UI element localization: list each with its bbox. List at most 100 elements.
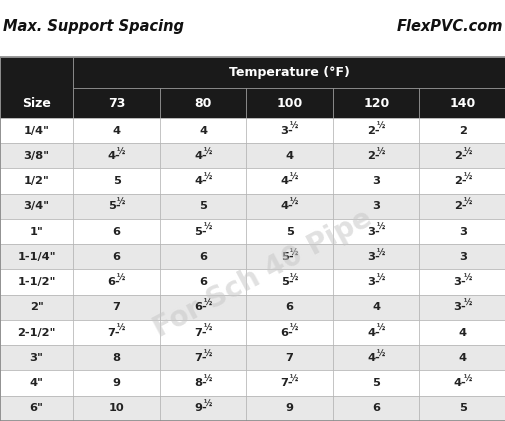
Bar [332,295,419,320]
Bar [73,118,160,143]
Bar [160,244,246,269]
Bar [160,88,246,118]
Text: 3-: 3- [367,226,379,237]
Text: 9: 9 [285,403,293,413]
Text: 7-: 7- [280,378,293,388]
Text: 4: 4 [458,328,466,338]
Bar [419,345,505,370]
Text: ½: ½ [462,375,471,384]
Text: 3-: 3- [453,302,466,312]
Bar [246,269,332,295]
Text: 10: 10 [109,403,124,413]
Text: 3-: 3- [367,252,379,262]
Text: 6-: 6- [108,277,120,287]
Text: Temperature (°F): Temperature (°F) [229,66,349,79]
Text: 1-1/2": 1-1/2" [17,277,56,287]
Text: 8-: 8- [194,378,207,388]
Text: 2-: 2- [453,176,466,186]
Text: ½: ½ [462,173,471,182]
Bar [332,320,419,345]
Bar [332,168,419,194]
Text: 3-: 3- [453,277,466,287]
Bar [160,345,246,370]
Bar [419,219,505,244]
Bar [419,168,505,194]
Text: 80: 80 [194,97,212,109]
Text: ½: ½ [376,122,384,131]
Text: ½: ½ [289,122,298,131]
Text: 6-: 6- [280,328,293,338]
Bar [160,194,246,219]
Text: 4: 4 [199,125,207,136]
Text: ½: ½ [117,147,125,157]
Bar [0,370,73,396]
Text: 6: 6 [113,226,120,237]
Text: 1-1/4": 1-1/4" [17,252,56,262]
Text: ½: ½ [117,324,125,333]
Text: Size: Size [22,97,51,109]
Text: ½: ½ [203,349,212,359]
Text: ½: ½ [462,299,471,308]
Text: 6: 6 [113,252,120,262]
Text: ½: ½ [289,198,298,207]
Bar [332,370,419,396]
Text: For Sch 40 Pipe: For Sch 40 Pipe [149,204,376,343]
Text: 5: 5 [458,403,466,413]
Bar [73,269,160,295]
Bar [332,143,419,168]
Bar [160,370,246,396]
Bar [0,57,73,118]
Text: 4-: 4- [453,378,466,388]
Bar [0,244,73,269]
Text: 4-: 4- [108,151,120,161]
Text: ½: ½ [289,173,298,182]
Bar [0,143,73,168]
Bar [332,88,419,118]
Text: ½: ½ [117,274,125,283]
Text: 6-: 6- [194,302,207,312]
Bar [160,269,246,295]
Bar [73,168,160,194]
Bar [332,244,419,269]
Text: ½: ½ [376,248,384,258]
Text: 6: 6 [285,302,293,312]
Text: 4: 4 [372,302,379,312]
Bar [419,370,505,396]
Text: 73: 73 [108,97,125,109]
Bar [0,57,505,421]
Bar [246,88,332,118]
Text: 3/8": 3/8" [24,151,49,161]
Text: ½: ½ [203,299,212,308]
Text: 3": 3" [30,353,43,363]
Text: 9: 9 [113,378,120,388]
Text: ½: ½ [376,349,384,359]
Text: 4-: 4- [367,353,379,363]
Bar [419,143,505,168]
Text: 4-: 4- [194,151,207,161]
Bar [73,143,160,168]
Text: 5: 5 [199,201,207,211]
Bar [246,219,332,244]
Text: 3/4": 3/4" [24,201,49,211]
Text: ½: ½ [462,147,471,157]
Bar [246,168,332,194]
Bar [0,269,73,295]
Bar [73,370,160,396]
Text: 6: 6 [199,277,207,287]
Text: 5: 5 [372,378,379,388]
Bar [246,345,332,370]
Bar [419,320,505,345]
Text: ½: ½ [203,173,212,182]
Bar [419,88,505,118]
Bar [0,320,73,345]
Bar [73,295,160,320]
Bar [419,244,505,269]
Text: 2: 2 [458,125,466,136]
Bar [73,57,505,88]
Text: 6: 6 [372,403,379,413]
Text: 3-: 3- [280,125,293,136]
Bar [419,295,505,320]
Text: 3: 3 [458,226,466,237]
Text: 5-: 5- [108,201,120,211]
Bar [332,396,419,421]
